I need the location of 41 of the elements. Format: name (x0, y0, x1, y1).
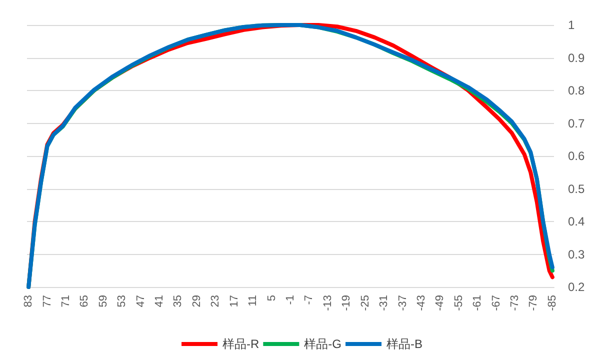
legend-label: 样品-R (222, 337, 260, 351)
y-tick-label: 0.9 (568, 50, 586, 65)
x-tick-label: 53 (116, 295, 128, 308)
x-tick-label: -13 (322, 295, 334, 311)
x-tick-label: -43 (415, 295, 428, 311)
x-tick-label: -49 (434, 295, 446, 311)
x-tick-label: -73 (509, 295, 522, 311)
x-tick-label: 29 (190, 295, 203, 308)
x-tick-label: 71 (60, 295, 72, 308)
y-tick-label: 0.7 (568, 116, 586, 130)
x-tick-label: 41 (154, 295, 166, 308)
y-tick-label: 1 (568, 18, 575, 32)
x-tick-label: 35 (172, 295, 184, 308)
x-tick-label: -61 (472, 295, 484, 311)
x-tick-label: -67 (490, 295, 502, 311)
x-tick-label: 59 (97, 295, 110, 308)
x-tick-label: -85 (546, 295, 558, 311)
x-tick-label: 83 (22, 295, 35, 308)
x-tick-label: -1 (284, 295, 296, 305)
y-tick-label: 0.2 (568, 280, 586, 294)
x-tick-label: 17 (228, 295, 240, 308)
x-tick-label: -7 (303, 295, 316, 305)
x-tick-label: -25 (359, 295, 372, 311)
y-tick-label: 0.6 (568, 149, 586, 163)
y-tick-label: 0.8 (568, 84, 586, 98)
x-tick-label: 77 (41, 295, 54, 308)
y-tick-label: 0.3 (568, 247, 586, 262)
x-tick-label: -55 (452, 295, 465, 311)
legend-label: 样品-G (304, 337, 342, 351)
x-tick-label: -79 (528, 295, 540, 311)
legend-label: 样品-B (386, 337, 422, 351)
x-tick-label: -19 (340, 295, 353, 311)
x-tick-label: -37 (396, 295, 409, 311)
x-tick-label: 23 (210, 295, 222, 308)
x-tick-label: 47 (134, 295, 147, 308)
y-tick-label: 0.4 (568, 214, 586, 228)
y-tick-label: 0.5 (568, 182, 586, 196)
x-tick-label: 11 (247, 295, 260, 306)
x-tick-label: 5 (266, 295, 278, 302)
x-tick-label: -31 (378, 295, 390, 311)
x-tick-label: 65 (78, 295, 91, 308)
